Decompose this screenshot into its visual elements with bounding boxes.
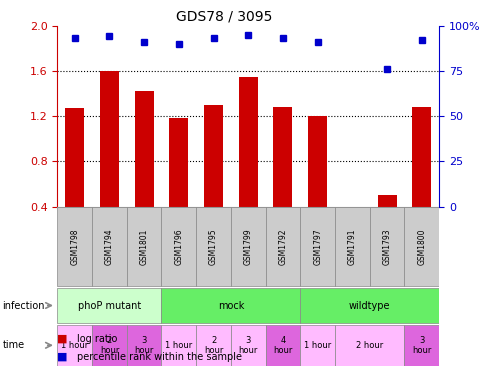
- Text: 1 hour: 1 hour: [165, 341, 193, 350]
- Bar: [135, 91, 154, 207]
- Bar: [335, 207, 370, 286]
- Bar: [308, 116, 327, 207]
- Bar: [404, 207, 439, 286]
- Bar: [100, 71, 119, 207]
- Text: 3
hour: 3 hour: [134, 336, 154, 355]
- Bar: [162, 207, 196, 286]
- Text: 4
hour: 4 hour: [273, 336, 292, 355]
- Text: mock: mock: [218, 300, 244, 310]
- Text: 2
hour: 2 hour: [100, 336, 119, 355]
- Bar: [127, 325, 162, 366]
- Text: GSM1798: GSM1798: [70, 228, 79, 265]
- Bar: [92, 325, 127, 366]
- Bar: [196, 325, 231, 366]
- Bar: [273, 107, 292, 207]
- Text: ■: ■: [57, 352, 68, 362]
- Bar: [169, 119, 189, 207]
- Bar: [204, 105, 223, 207]
- Text: GDS78 / 3095: GDS78 / 3095: [176, 9, 273, 23]
- Bar: [162, 325, 196, 366]
- Bar: [57, 207, 92, 286]
- Bar: [57, 288, 162, 323]
- Text: GSM1791: GSM1791: [348, 228, 357, 265]
- Bar: [162, 288, 300, 323]
- Text: time: time: [2, 340, 24, 350]
- Text: GSM1792: GSM1792: [278, 228, 287, 265]
- Text: GSM1797: GSM1797: [313, 228, 322, 265]
- Text: GSM1800: GSM1800: [417, 228, 426, 265]
- Text: GSM1796: GSM1796: [174, 228, 183, 265]
- Text: GSM1799: GSM1799: [244, 228, 253, 265]
- Bar: [370, 207, 404, 286]
- Bar: [300, 288, 439, 323]
- Text: wildtype: wildtype: [349, 300, 390, 310]
- Text: 2 hour: 2 hour: [356, 341, 383, 350]
- Text: GSM1793: GSM1793: [383, 228, 392, 265]
- Text: 3
hour: 3 hour: [412, 336, 432, 355]
- Bar: [378, 195, 397, 207]
- Text: infection: infection: [2, 300, 45, 310]
- Text: percentile rank within the sample: percentile rank within the sample: [77, 352, 243, 362]
- Bar: [404, 325, 439, 366]
- Bar: [265, 207, 300, 286]
- Text: phoP mutant: phoP mutant: [78, 300, 141, 310]
- Bar: [65, 108, 84, 207]
- Bar: [412, 107, 431, 207]
- Text: GSM1794: GSM1794: [105, 228, 114, 265]
- Bar: [335, 325, 404, 366]
- Bar: [57, 325, 92, 366]
- Bar: [231, 325, 265, 366]
- Bar: [265, 325, 300, 366]
- Text: 1 hour: 1 hour: [61, 341, 88, 350]
- Text: 1 hour: 1 hour: [304, 341, 331, 350]
- Text: log ratio: log ratio: [77, 333, 118, 344]
- Bar: [300, 325, 335, 366]
- Bar: [239, 76, 258, 207]
- Bar: [231, 207, 265, 286]
- Bar: [127, 207, 162, 286]
- Text: GSM1801: GSM1801: [140, 228, 149, 265]
- Text: 3
hour: 3 hour: [239, 336, 258, 355]
- Text: GSM1795: GSM1795: [209, 228, 218, 265]
- Text: ■: ■: [57, 333, 68, 344]
- Bar: [92, 207, 127, 286]
- Text: 2
hour: 2 hour: [204, 336, 223, 355]
- Bar: [300, 207, 335, 286]
- Bar: [196, 207, 231, 286]
